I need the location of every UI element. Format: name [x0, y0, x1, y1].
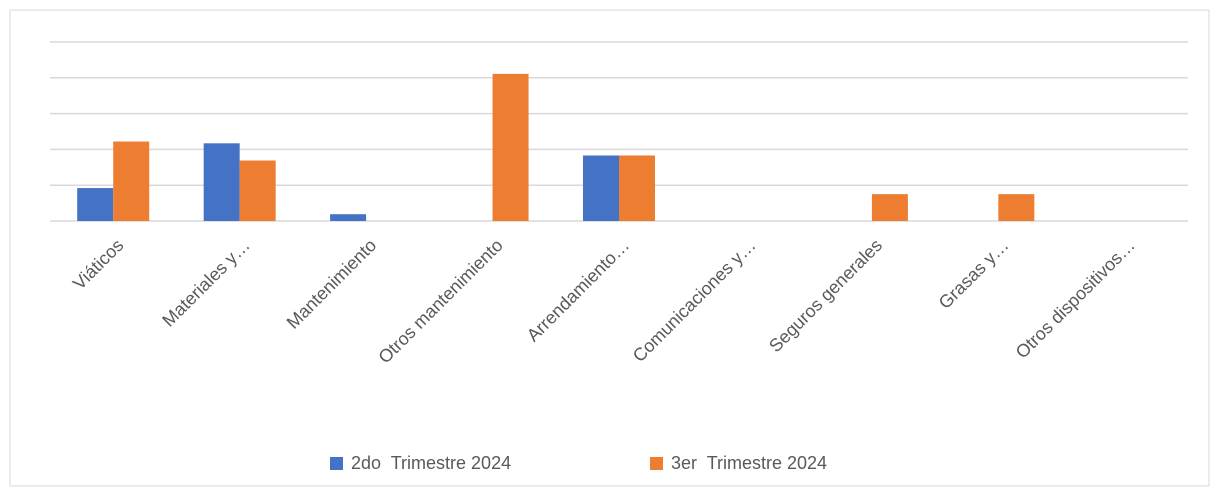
legend-label: 3er Trimestre 2024 [671, 453, 827, 473]
bar [619, 155, 655, 221]
bar [330, 214, 367, 221]
bar [492, 73, 529, 221]
bar [871, 194, 908, 221]
legend-label: 2do Trimestre 2024 [351, 453, 511, 473]
legend-swatch [650, 457, 663, 470]
bar [239, 160, 276, 221]
chart-border [9, 9, 1210, 487]
bar [203, 143, 240, 221]
bar [77, 188, 114, 221]
legend-swatch [330, 457, 343, 470]
bar [113, 141, 150, 221]
bar [998, 194, 1035, 221]
bar [583, 155, 619, 221]
